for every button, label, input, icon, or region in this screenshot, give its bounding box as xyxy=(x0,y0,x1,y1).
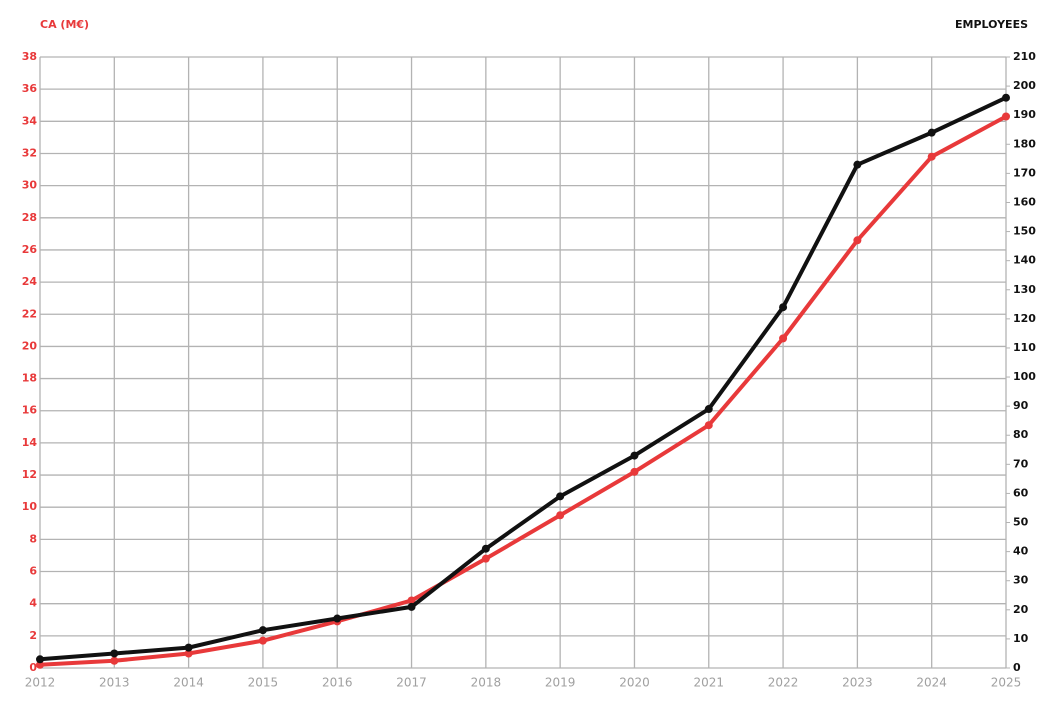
x-tick-label: 2016 xyxy=(322,676,353,690)
point xyxy=(184,649,193,658)
point xyxy=(927,128,936,137)
point xyxy=(258,626,267,635)
y2-tick-label: 60 xyxy=(1013,486,1029,499)
x-tick-label: 2015 xyxy=(248,676,279,690)
y2-tick-label: 180 xyxy=(1013,137,1036,150)
x-tick-label: 2018 xyxy=(471,676,502,690)
y-tick-label: 12 xyxy=(22,468,37,481)
point xyxy=(556,511,565,520)
y-tick-label: 36 xyxy=(22,82,38,95)
y-tick-label: 28 xyxy=(22,211,37,224)
point xyxy=(1002,112,1010,121)
point xyxy=(481,544,490,553)
y2-tick-label: 190 xyxy=(1013,108,1036,121)
point xyxy=(407,596,416,605)
y-tick-label: 24 xyxy=(22,275,38,288)
y-tick-label: 6 xyxy=(29,565,37,578)
y2-tick-label: 0 xyxy=(1013,661,1021,674)
point xyxy=(556,492,565,501)
point xyxy=(779,303,788,312)
y2-tick-label: 170 xyxy=(1013,166,1036,179)
y2-tick-label: 100 xyxy=(1013,370,1036,383)
x-tick-label: 2025 xyxy=(991,676,1022,690)
point xyxy=(927,152,936,161)
y-tick-label: 38 xyxy=(22,50,37,63)
y2-tick-label: 200 xyxy=(1013,79,1036,92)
y-tick-label: 8 xyxy=(29,532,37,545)
y-tick-label: 0 xyxy=(29,661,37,674)
point xyxy=(481,554,490,563)
y2-tick-label: 70 xyxy=(1013,457,1029,470)
y2-tick-label: 90 xyxy=(1013,399,1029,412)
y-tick-label: 30 xyxy=(22,179,38,192)
point xyxy=(779,334,788,343)
point xyxy=(853,236,862,245)
y-tick-label: 10 xyxy=(22,500,38,513)
y2-tick-label: 120 xyxy=(1013,312,1036,325)
y-tick-label: 20 xyxy=(22,339,38,352)
y-axis-title: CA (M€) xyxy=(40,18,89,31)
y-tick-label: 22 xyxy=(22,307,37,320)
y2-tick-label: 130 xyxy=(1013,283,1036,296)
y2-tick-label: 110 xyxy=(1013,341,1036,354)
x-tick-label: 2013 xyxy=(99,676,130,690)
y-tick-label: 14 xyxy=(22,436,38,449)
y2-tick-label: 50 xyxy=(1013,516,1029,529)
point xyxy=(36,660,44,669)
point xyxy=(258,636,267,645)
point xyxy=(704,405,713,414)
y2-tick-label: 140 xyxy=(1013,254,1036,267)
point xyxy=(853,160,862,169)
y2-tick-label: 150 xyxy=(1013,225,1036,238)
y2-tick-label: 20 xyxy=(1013,603,1029,616)
y-tick-label: 4 xyxy=(29,597,37,610)
x-tick-label: 2023 xyxy=(842,676,873,690)
x-tick-label: 2024 xyxy=(916,676,947,690)
y-tick-label: 34 xyxy=(22,114,38,127)
y2-tick-label: 10 xyxy=(1013,632,1029,645)
y-tick-label: 26 xyxy=(22,243,38,256)
y2-tick-label: 210 xyxy=(1013,50,1036,63)
line xyxy=(39,95,1007,662)
x-tick-label: 2019 xyxy=(545,676,576,690)
y-tick-label: 16 xyxy=(22,404,38,417)
point xyxy=(407,602,416,611)
point xyxy=(704,421,713,430)
y2-tick-label: 160 xyxy=(1013,195,1036,208)
x-tick-label: 2012 xyxy=(25,676,56,690)
y2-tick-label: 40 xyxy=(1013,545,1029,558)
x-tick-label: 2021 xyxy=(693,676,724,690)
point xyxy=(110,656,119,665)
x-tick-label: 2014 xyxy=(173,676,204,690)
point xyxy=(184,643,193,652)
point xyxy=(1002,93,1010,102)
y-tick-label: 2 xyxy=(29,629,37,642)
point xyxy=(333,614,342,623)
line xyxy=(39,114,1007,667)
y2-tick-label: 30 xyxy=(1013,574,1029,587)
y2-axis-title: EMPLOYEES xyxy=(955,18,1028,31)
point xyxy=(630,451,639,460)
y-tick-label: 32 xyxy=(22,146,37,159)
x-tick-label: 2017 xyxy=(396,676,427,690)
point xyxy=(110,649,119,658)
point xyxy=(36,655,44,664)
x-tick-label: 2020 xyxy=(619,676,650,690)
point xyxy=(630,467,639,476)
y2-tick-label: 80 xyxy=(1013,428,1029,441)
x-tick-label: 2022 xyxy=(768,676,799,690)
y-tick-label: 18 xyxy=(22,372,37,385)
